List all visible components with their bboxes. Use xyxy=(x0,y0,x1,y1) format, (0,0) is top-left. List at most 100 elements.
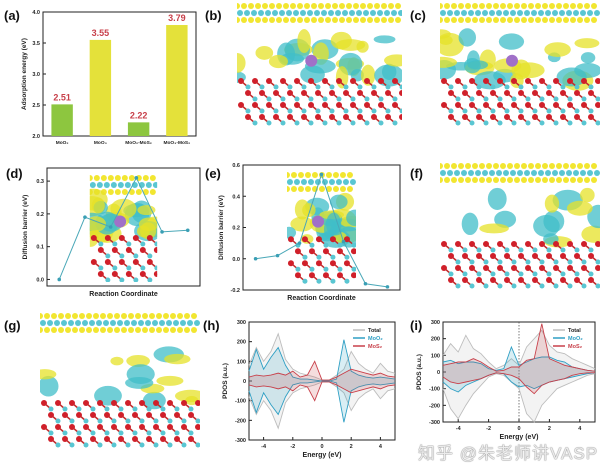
atom xyxy=(538,10,544,16)
atom xyxy=(308,102,314,108)
atom xyxy=(440,3,443,9)
atom xyxy=(238,78,244,84)
atom xyxy=(62,406,68,412)
atom xyxy=(287,114,293,120)
chart-h-ytick-label: -200 xyxy=(235,418,246,424)
chart-h-ytick-label: 100 xyxy=(237,359,246,365)
charge-density-blob xyxy=(326,212,342,236)
atom xyxy=(440,10,446,16)
atom xyxy=(476,271,482,277)
atom xyxy=(121,175,128,181)
atom xyxy=(539,102,545,108)
atom xyxy=(287,236,294,243)
atom xyxy=(107,175,114,181)
atom xyxy=(462,114,468,120)
atom xyxy=(588,90,594,96)
atom xyxy=(304,172,311,178)
atom xyxy=(107,313,113,319)
atom xyxy=(280,78,286,84)
atom xyxy=(295,266,301,272)
atom xyxy=(332,3,338,9)
atom xyxy=(272,10,278,16)
atom xyxy=(511,283,517,289)
atom xyxy=(44,327,50,333)
atom xyxy=(290,186,297,192)
chart-h-ytick-label: 300 xyxy=(237,320,246,326)
charge-density-blob xyxy=(91,197,105,214)
chart-i-ytick-label: 300 xyxy=(431,320,440,326)
atom xyxy=(93,327,99,333)
atom xyxy=(353,17,359,23)
atom xyxy=(210,443,215,448)
atom xyxy=(567,78,573,84)
atom xyxy=(286,179,293,185)
atom xyxy=(476,90,482,96)
atom xyxy=(145,320,151,326)
atom xyxy=(358,255,363,260)
atom xyxy=(371,90,377,96)
atom xyxy=(525,259,531,265)
bond xyxy=(156,273,158,276)
chart-h-ylabel: PDOS (a.u.) xyxy=(222,363,229,399)
chart-i-series-line-up xyxy=(442,323,596,372)
atom xyxy=(104,406,110,412)
chart-d-ytick-label: 0.0 xyxy=(36,277,44,283)
charge-density-blob xyxy=(463,57,481,74)
atom xyxy=(132,406,138,412)
atom xyxy=(476,114,482,120)
chart-i-xtick-label: 0 xyxy=(517,426,520,432)
atom xyxy=(363,10,369,16)
atom xyxy=(448,108,454,114)
atom xyxy=(524,170,530,176)
atom xyxy=(504,277,510,283)
atom xyxy=(135,313,141,319)
atom xyxy=(371,114,377,120)
atom xyxy=(69,424,75,430)
atom xyxy=(132,412,138,418)
chart-a-ytick-label: 3.5 xyxy=(32,41,40,47)
charge-density-blob xyxy=(335,39,366,51)
atom xyxy=(314,10,320,16)
atom xyxy=(325,17,331,23)
atom xyxy=(483,120,489,126)
chart-e-point xyxy=(297,241,302,245)
atom xyxy=(525,78,531,84)
atom xyxy=(535,163,541,169)
atom xyxy=(97,247,104,253)
atom xyxy=(302,278,308,284)
atom xyxy=(40,320,46,326)
atom xyxy=(139,400,145,406)
atom xyxy=(472,17,478,23)
atom xyxy=(587,10,593,16)
atom xyxy=(51,327,57,333)
atom xyxy=(545,10,551,16)
atom xyxy=(308,78,314,84)
atom xyxy=(339,172,346,178)
atom xyxy=(335,10,341,16)
atom xyxy=(357,90,363,96)
chart-i-legend-label: MoO₂ xyxy=(568,336,583,342)
atom xyxy=(48,406,54,412)
atom xyxy=(553,78,559,84)
atom xyxy=(132,430,138,436)
atom xyxy=(301,84,307,90)
atom xyxy=(462,271,468,277)
chart-d-ytick-label: 0.1 xyxy=(36,245,44,251)
atom xyxy=(105,277,111,282)
atom xyxy=(346,186,353,192)
charge-density-blob xyxy=(544,194,560,213)
atom xyxy=(518,84,524,90)
atom xyxy=(104,412,110,418)
atom xyxy=(556,17,562,23)
atom xyxy=(469,265,475,271)
atom xyxy=(350,272,357,279)
atom xyxy=(146,436,152,442)
atom xyxy=(385,108,391,114)
atom xyxy=(444,163,450,169)
atom xyxy=(518,90,524,96)
chart-h-series-line-down xyxy=(248,381,396,402)
atom xyxy=(384,10,390,16)
atom xyxy=(500,177,506,183)
chart-e-inset-structure-content xyxy=(286,169,363,286)
